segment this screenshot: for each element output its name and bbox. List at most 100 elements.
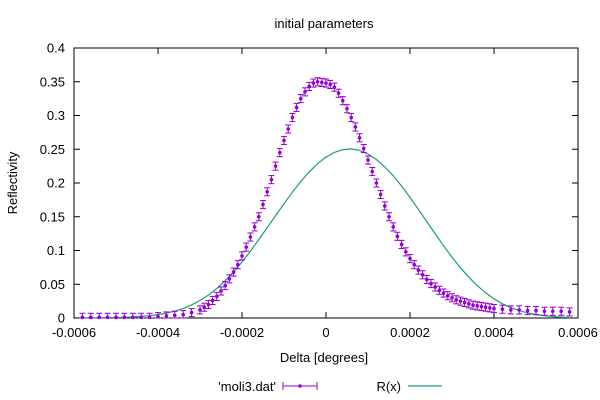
data-point xyxy=(415,265,422,275)
data-marker xyxy=(349,115,354,120)
data-point xyxy=(549,306,556,316)
data-marker xyxy=(257,214,261,219)
data-marker xyxy=(450,295,454,300)
data-marker xyxy=(198,308,202,312)
y-axis-label: Reflectivity xyxy=(5,151,20,214)
data-point xyxy=(360,144,367,154)
axis-ticks: 0 0.05 0.1 0.15 0.2 0.25 0.3 0.35 0.4 -0.0006 -0.0… xyxy=(40,41,598,341)
legend-errorbar-symbol xyxy=(282,382,318,390)
data-point xyxy=(205,299,212,310)
data-marker xyxy=(408,256,412,261)
data-point xyxy=(419,270,426,280)
data-point xyxy=(339,96,346,106)
data-marker xyxy=(399,242,404,247)
data-point xyxy=(335,88,342,98)
data-point xyxy=(356,133,363,143)
legend: 'moli3.dat' R(x) xyxy=(218,379,442,394)
data-marker xyxy=(278,150,282,155)
data-point xyxy=(407,254,413,264)
data-marker xyxy=(341,98,345,103)
data-marker xyxy=(441,291,446,295)
data-marker xyxy=(181,312,185,317)
data-point xyxy=(163,311,170,319)
data-point xyxy=(344,104,350,114)
legend-symbol-moli3 xyxy=(282,382,318,390)
data-marker xyxy=(303,90,307,94)
data-point xyxy=(260,200,266,210)
data-marker xyxy=(467,302,471,306)
data-marker xyxy=(374,181,379,185)
data-point xyxy=(138,312,145,320)
x-tick-label: -0.0004 xyxy=(136,325,180,340)
data-marker xyxy=(479,304,484,309)
data-marker xyxy=(567,310,572,314)
data-point xyxy=(516,305,523,315)
data-point xyxy=(507,305,514,315)
data-point xyxy=(218,286,224,296)
plot-frame xyxy=(73,47,579,319)
data-point xyxy=(171,310,178,319)
data-point xyxy=(234,260,241,270)
data-marker xyxy=(420,273,425,277)
data-marker xyxy=(391,225,396,229)
y-tick-label: 0.2 xyxy=(47,176,65,191)
data-point xyxy=(411,260,418,270)
data-point xyxy=(478,301,485,312)
data-point xyxy=(197,305,203,315)
data-point xyxy=(327,79,334,89)
data-marker xyxy=(164,314,169,318)
data-point xyxy=(180,310,187,319)
data-marker xyxy=(202,305,206,310)
data-point xyxy=(276,148,283,158)
data-point xyxy=(226,274,233,284)
data-point xyxy=(440,288,447,298)
chart-title: initial parameters xyxy=(275,16,374,31)
data-marker xyxy=(425,277,429,282)
x-tick-label: 0.0006 xyxy=(558,325,598,340)
data-marker xyxy=(433,285,438,289)
data-marker xyxy=(383,204,387,208)
data-marker xyxy=(122,315,127,320)
data-marker xyxy=(387,214,391,219)
data-marker xyxy=(353,125,358,129)
data-point xyxy=(243,242,250,252)
data-point xyxy=(146,312,153,320)
data-marker xyxy=(332,85,337,89)
data-point xyxy=(297,94,304,104)
data-point xyxy=(272,161,279,171)
data-point xyxy=(381,201,388,211)
data-point xyxy=(486,303,493,313)
data-point xyxy=(289,112,296,123)
data-marker xyxy=(525,308,530,313)
x-tick-label: 0 xyxy=(322,325,329,340)
data-point xyxy=(444,291,451,301)
y-tick-label: 0.25 xyxy=(40,142,65,157)
data-marker xyxy=(89,315,93,320)
data-marker xyxy=(471,303,475,307)
data-point xyxy=(533,306,539,316)
data-marker xyxy=(139,315,143,320)
data-point xyxy=(306,81,313,92)
data-point xyxy=(398,239,405,249)
data-point xyxy=(209,295,216,305)
data-marker xyxy=(269,177,274,182)
data-point xyxy=(365,155,371,165)
data-point xyxy=(377,189,384,200)
data-point xyxy=(465,299,472,309)
data-marker xyxy=(80,315,85,320)
data-marker xyxy=(454,297,459,302)
data-point xyxy=(281,135,287,146)
data-marker xyxy=(206,302,211,307)
y-tick-label: 0.3 xyxy=(47,108,65,123)
y-tick-label: 0.15 xyxy=(40,209,65,224)
data-point xyxy=(239,251,245,261)
data-point xyxy=(457,296,464,306)
data-marker xyxy=(282,138,286,143)
data-point xyxy=(96,312,103,320)
y-tick-label: 0.35 xyxy=(40,74,65,89)
data-point xyxy=(129,312,136,320)
data-point xyxy=(255,212,262,222)
data-marker xyxy=(210,298,215,303)
data-marker xyxy=(189,310,194,315)
data-point xyxy=(491,304,497,314)
